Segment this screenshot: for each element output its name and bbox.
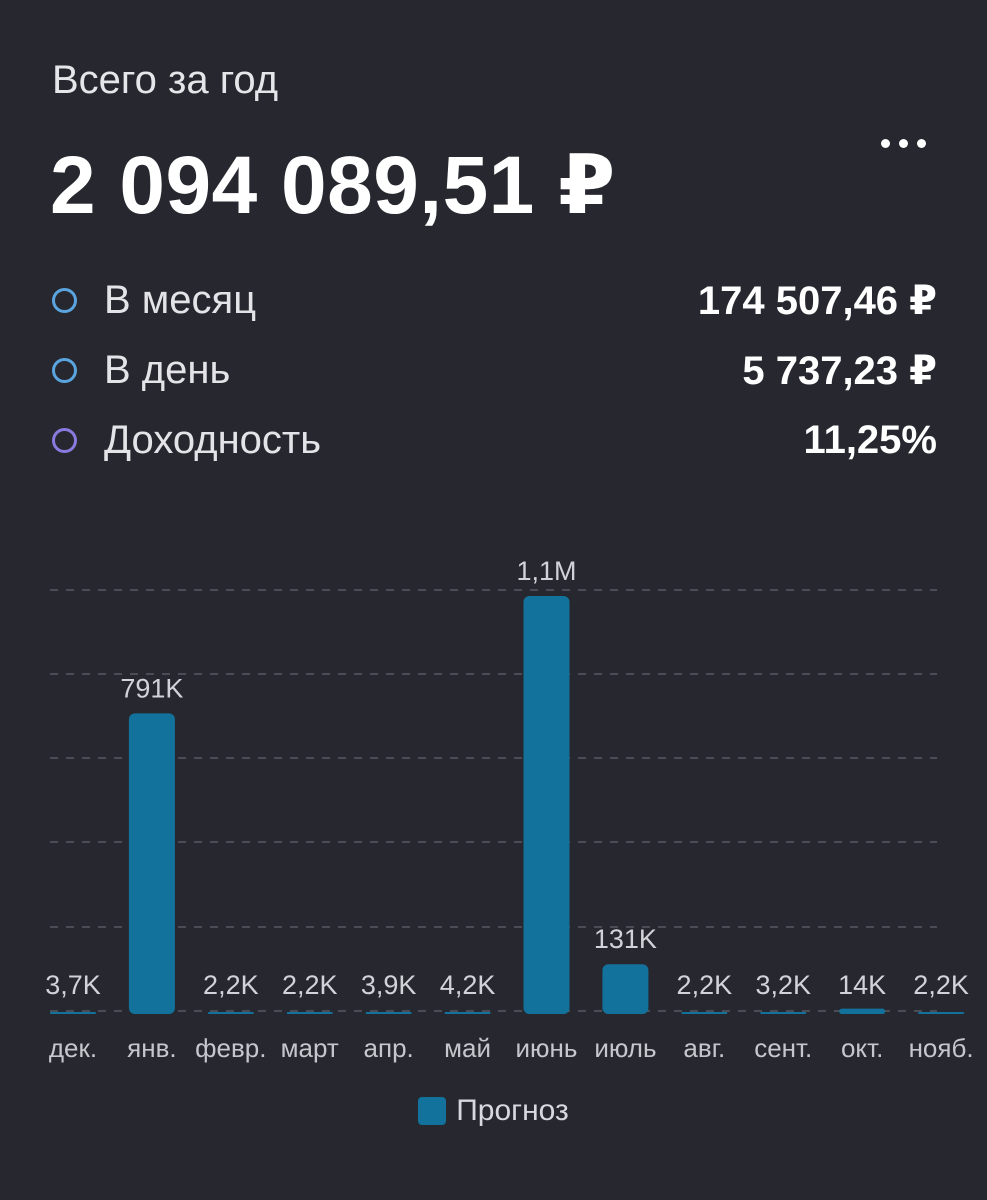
stat-row-yield: Доходность 11,25%: [50, 416, 937, 486]
data-label: 1,1M: [516, 556, 576, 586]
data-label: 791K: [120, 673, 183, 703]
stat-label: Доходность: [104, 418, 322, 462]
legend-label: Прогноз: [456, 1094, 569, 1127]
stat-label: В день: [104, 348, 231, 392]
legend-swatch: [418, 1097, 447, 1125]
stat-label: В месяц: [104, 278, 257, 322]
bar[interactable]: [444, 1012, 491, 1014]
stat-value: 11,25%: [803, 418, 937, 462]
stat-value: 174 507,46 ₽: [697, 279, 937, 323]
bar[interactable]: [681, 1012, 728, 1014]
data-label: 3,9K: [361, 970, 417, 1000]
bar[interactable]: [760, 1012, 807, 1014]
data-label: 3,2K: [755, 970, 811, 1000]
bar[interactable]: [839, 1008, 886, 1014]
x-tick-label: февр.: [195, 1033, 266, 1063]
bar-chart: 3,7K дек. 791K янв. 2,2K февр. 2,2K март 3,9K апр…: [45, 556, 974, 1063]
more-options-button[interactable]: [862, 122, 944, 164]
circle-outline-icon: [52, 288, 77, 313]
x-tick-label: апр.: [364, 1033, 414, 1063]
stat-value: 5 737,23 ₽: [742, 349, 937, 393]
stat-row-daily: В день 5 737,23 ₽: [50, 346, 937, 416]
data-label: 2,2K: [203, 970, 259, 1000]
bar[interactable]: [207, 1012, 254, 1014]
bar[interactable]: [286, 1012, 333, 1014]
data-label: 14K: [838, 970, 886, 1000]
x-tick-label: июль: [594, 1033, 656, 1063]
bar[interactable]: [918, 1012, 965, 1014]
data-label: 2,2K: [913, 970, 969, 1000]
x-tick-label: окт.: [841, 1033, 883, 1063]
total-amount: 2 094 089,51 ₽: [50, 140, 616, 231]
stat-row-monthly: В месяц 174 507,46 ₽: [50, 276, 937, 346]
x-tick-label: авг.: [683, 1033, 725, 1063]
data-label: 2,2K: [677, 970, 733, 1000]
bar[interactable]: [365, 1012, 412, 1014]
data-label: 131K: [594, 924, 657, 954]
data-label: 4,2K: [440, 970, 496, 1000]
chart-legend: Прогноз: [0, 1094, 987, 1128]
more-horizontal-icon: [880, 138, 926, 148]
x-tick-label: июнь: [516, 1033, 578, 1063]
bar[interactable]: [128, 713, 175, 1014]
bar[interactable]: [50, 1012, 96, 1014]
circle-outline-icon: [52, 358, 77, 383]
subtitle: Всего за год: [52, 58, 279, 102]
bar[interactable]: [602, 964, 649, 1014]
stats-list: В месяц 174 507,46 ₽ В день 5 737,23 ₽ Д…: [50, 276, 937, 486]
data-label: 2,2K: [282, 970, 338, 1000]
data-label: 3,7K: [45, 970, 101, 1000]
x-tick-label: дек.: [49, 1033, 97, 1063]
x-tick-label: сент.: [754, 1033, 812, 1063]
x-tick-label: май: [444, 1033, 491, 1063]
circle-outline-icon: [52, 428, 77, 453]
x-tick-label: янв.: [127, 1033, 176, 1063]
x-tick-label: март: [281, 1033, 339, 1063]
bar[interactable]: [523, 596, 570, 1014]
x-tick-label: нояб.: [909, 1033, 974, 1063]
